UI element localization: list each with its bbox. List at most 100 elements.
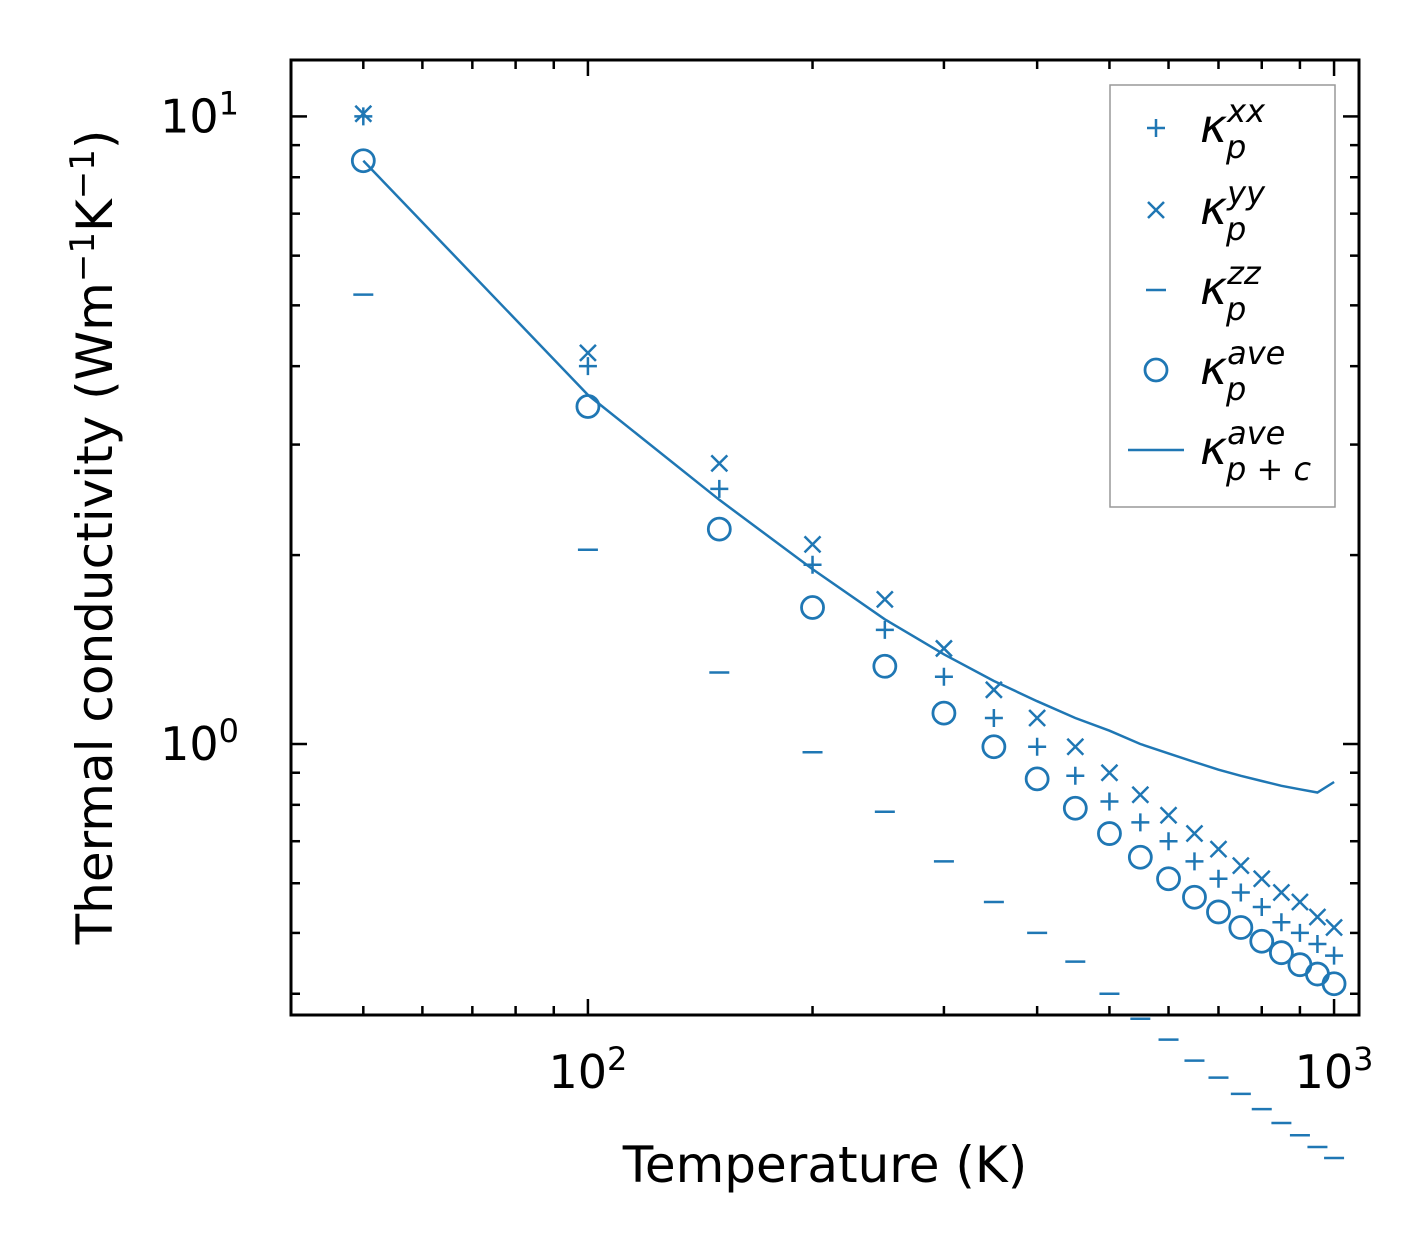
data-point-kappa_p_yy xyxy=(935,639,953,658)
y-tick-label-exponent: 0 xyxy=(219,712,239,750)
legend-superscript: ave xyxy=(1227,334,1285,372)
data-point-kappa_p_yy xyxy=(1291,893,1309,911)
legend-subscript: p xyxy=(1225,128,1246,166)
data-point-kappa_p_xx xyxy=(984,709,1003,728)
x-tick-label-exponent: 3 xyxy=(1353,1040,1373,1078)
data-point-kappa_p_xx xyxy=(1252,897,1271,916)
y-label-close: ) xyxy=(66,130,124,150)
legend-box xyxy=(1109,84,1336,508)
legend-marker-kappa_p_xx xyxy=(1147,119,1165,137)
data-point-kappa_p_yy xyxy=(1066,737,1085,756)
plot-frame xyxy=(289,58,1361,1017)
x-tick-label-exponent: 2 xyxy=(607,1040,627,1078)
data-point-kappa_p_xx xyxy=(1185,852,1204,871)
x-tick-label: 102 xyxy=(548,1040,627,1099)
legend-label: κxx p xyxy=(1200,92,1266,166)
legend-subscript: p xyxy=(1225,290,1246,328)
legend-subscript: p xyxy=(1225,210,1246,248)
data-point-kappa_p_ave xyxy=(1228,915,1254,940)
data-point-kappa_p_yy xyxy=(1308,908,1327,926)
data-point-kappa_p_xx xyxy=(1100,792,1119,811)
y-axis-label: Thermal conductivity (Wm−1K−1) xyxy=(63,130,124,946)
data-point-kappa_p_yy xyxy=(803,535,822,554)
legend-label: κave p + c xyxy=(1200,414,1311,488)
legend-marker-kappa_p_ave xyxy=(1143,357,1169,383)
data-point-kappa_p_yy xyxy=(710,454,729,473)
data-point-kappa_p_yy xyxy=(1028,709,1047,727)
data-point-kappa_p_yy xyxy=(1209,840,1228,859)
data-point-kappa_p_yy xyxy=(1252,869,1271,888)
data-point-kappa_p_xx xyxy=(1290,923,1309,942)
data-point-kappa_p_xx xyxy=(875,620,894,639)
legend-kappa: κ xyxy=(1200,421,1227,475)
data-point-kappa_p_xx xyxy=(1209,869,1228,888)
data-point-kappa_p_yy xyxy=(1325,918,1343,937)
legend-superscript: yy xyxy=(1226,174,1266,212)
data-point-kappa_p_xx xyxy=(1066,766,1085,785)
data-point-kappa_p_xx xyxy=(1231,883,1250,902)
y-tick-label-exponent: 1 xyxy=(219,84,239,122)
series-kappa_p_ave xyxy=(350,148,1347,997)
data-point-kappa_p_ave xyxy=(1127,844,1153,870)
data-point-kappa_p_ave xyxy=(1097,821,1122,846)
data-point-kappa_p_yy xyxy=(875,590,894,609)
data-point-kappa_p_xx xyxy=(710,479,729,498)
data-point-kappa_p_xx xyxy=(354,107,373,126)
legend-entry-kappa_p_yy: κyy p xyxy=(1147,174,1266,248)
data-point-kappa_p_ave xyxy=(1321,971,1347,997)
data-point-kappa_p_ave xyxy=(1182,884,1207,910)
legend-superscript: ave xyxy=(1227,414,1285,452)
data-point-kappa_p_xx xyxy=(934,667,953,686)
series-kappa_p_xx xyxy=(354,107,1344,965)
data-point-kappa_p_ave xyxy=(981,734,1007,760)
y-label-main: Thermal conductivity (Wm xyxy=(66,282,124,945)
legend-kappa: κ xyxy=(1200,261,1227,315)
y-tick-label-base: 10 xyxy=(160,89,219,143)
data-point-kappa_p_ave xyxy=(1206,899,1231,925)
data-point-kappa_p_yy xyxy=(354,104,373,123)
data-point-kappa_p_ave xyxy=(350,148,376,174)
legend-superscript: xx xyxy=(1226,92,1266,130)
y-label-k: K xyxy=(66,198,124,232)
legend-entry-kappa_p_ave: κave p xyxy=(1143,334,1285,408)
legend-marker-kappa_p_yy xyxy=(1147,201,1165,219)
data-marks xyxy=(350,104,1347,1160)
data-point-kappa_p_ave xyxy=(1062,795,1088,821)
data-point-kappa_p_ave xyxy=(1249,928,1275,954)
y-tick-label: 100 xyxy=(160,712,239,771)
y-tick-label-base: 10 xyxy=(160,717,219,771)
series-kappa_p_zz xyxy=(353,293,1345,1160)
data-point-kappa_p_xx xyxy=(578,357,597,376)
data-point-kappa_p_yy xyxy=(1272,883,1291,902)
data-point-kappa_p_ave xyxy=(1305,961,1330,987)
legend-entry-kappa_pc_ave: κave p + c xyxy=(1128,414,1311,488)
data-point-kappa_p_yy xyxy=(1231,856,1250,875)
data-point-kappa_p_ave xyxy=(706,516,732,542)
legend-subscript: p + c xyxy=(1225,450,1311,488)
x-tick-label-base: 10 xyxy=(548,1045,607,1099)
data-point-kappa_p_xx xyxy=(1308,935,1327,954)
legend-kappa: κ xyxy=(1200,341,1227,395)
data-point-kappa_p_ave xyxy=(575,394,601,419)
data-point-kappa_p_xx xyxy=(1159,832,1178,851)
y-label-w-exponent: −1 xyxy=(63,232,103,282)
y-tick-label: 101 xyxy=(160,84,239,143)
data-point-kappa_p_xx xyxy=(1325,946,1344,965)
x-tick-label-base: 10 xyxy=(1295,1045,1354,1099)
legend-kappa: κ xyxy=(1200,99,1227,153)
series-line-kappa_pc_ave xyxy=(362,159,1335,794)
legend-superscript: zz xyxy=(1226,254,1262,292)
data-point-kappa_p_yy xyxy=(1100,763,1119,782)
data-point-kappa_p_ave xyxy=(1268,940,1294,966)
y-label-k-exponent: −1 xyxy=(63,149,103,199)
data-point-kappa_p_ave xyxy=(1156,866,1181,892)
legend-label: κave p xyxy=(1200,334,1285,408)
data-point-kappa_p_xx xyxy=(1272,913,1291,932)
data-point-kappa_p_xx xyxy=(1131,813,1150,832)
x-tick-label: 103 xyxy=(1295,1040,1374,1099)
legend-entry-kappa_p_zz: κzz p xyxy=(1146,254,1262,328)
data-point-kappa_p_yy xyxy=(1159,806,1178,825)
